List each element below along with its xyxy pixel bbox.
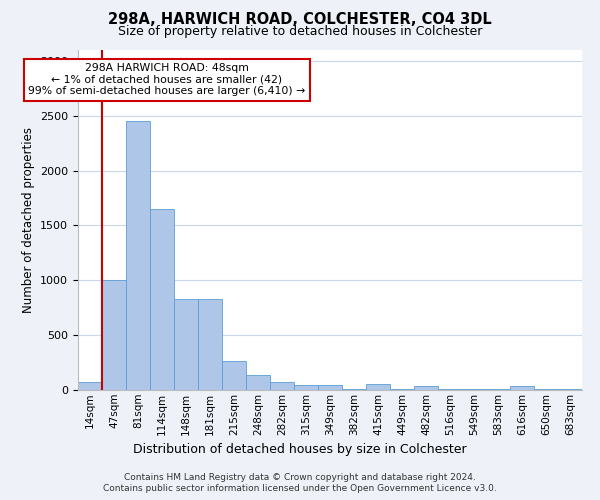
Bar	[414, 386, 438, 390]
Bar	[366, 384, 390, 390]
Bar	[198, 299, 222, 390]
Text: Distribution of detached houses by size in Colchester: Distribution of detached houses by size …	[133, 442, 467, 456]
Text: 298A HARWICH ROAD: 48sqm
← 1% of detached houses are smaller (42)
99% of semi-de: 298A HARWICH ROAD: 48sqm ← 1% of detache…	[28, 63, 305, 96]
Text: Contains public sector information licensed under the Open Government Licence v3: Contains public sector information licen…	[103, 484, 497, 493]
Text: 298A, HARWICH ROAD, COLCHESTER, CO4 3DL: 298A, HARWICH ROAD, COLCHESTER, CO4 3DL	[108, 12, 492, 28]
Bar	[246, 374, 270, 390]
Bar	[318, 384, 342, 390]
Bar	[126, 122, 150, 390]
Bar	[102, 280, 126, 390]
Bar	[294, 385, 318, 390]
Text: Size of property relative to detached houses in Colchester: Size of property relative to detached ho…	[118, 25, 482, 38]
Bar	[78, 382, 102, 390]
Bar	[270, 382, 294, 390]
Bar	[222, 361, 246, 390]
Text: Contains HM Land Registry data © Crown copyright and database right 2024.: Contains HM Land Registry data © Crown c…	[124, 472, 476, 482]
Y-axis label: Number of detached properties: Number of detached properties	[22, 127, 35, 313]
Bar	[174, 299, 198, 390]
Bar	[510, 386, 534, 390]
Bar	[150, 209, 174, 390]
